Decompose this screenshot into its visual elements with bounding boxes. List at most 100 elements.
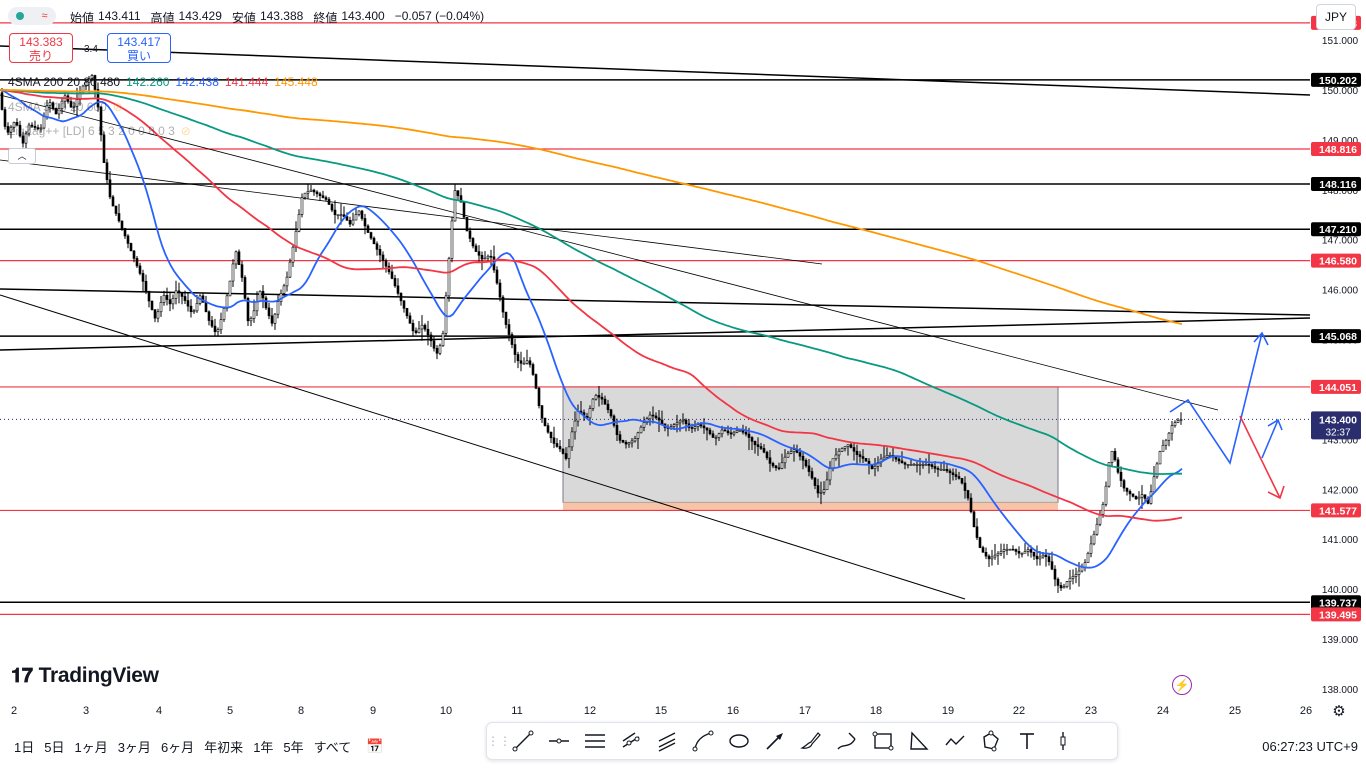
candle-body — [1140, 494, 1144, 498]
range-5d[interactable]: 5日 — [44, 739, 65, 755]
candle — [777, 462, 781, 471]
candle-body — [933, 466, 937, 469]
triangle-icon[interactable] — [901, 727, 937, 755]
time-tick: 11 — [511, 705, 522, 717]
indicator-legend-hidden-sma[interactable]: 4SMA 5 10 20 600 ⊘ — [8, 100, 123, 114]
price-level-label: 148.116 — [1311, 176, 1361, 191]
currency-button[interactable]: JPY — [1316, 4, 1356, 30]
candle-body — [564, 453, 568, 459]
candle-body — [630, 440, 634, 444]
candle — [546, 422, 550, 434]
candle-body — [507, 324, 511, 335]
candle-body — [456, 190, 460, 196]
candle — [600, 392, 604, 405]
drag-handle-icon[interactable]: ⋮⋮ — [487, 734, 511, 748]
candle-body — [210, 320, 214, 327]
candle-body — [960, 478, 964, 484]
candle-body — [165, 295, 169, 300]
hidden-eye-icon[interactable]: ⊘ — [180, 124, 191, 138]
horizontal-line-icon[interactable] — [541, 727, 577, 755]
status-dot — [16, 12, 25, 20]
calendar-icon[interactable]: 📅 — [366, 737, 384, 754]
candle — [48, 98, 52, 113]
candle-body — [459, 195, 463, 203]
marker-icon[interactable] — [1045, 727, 1081, 755]
range-all[interactable]: すべて — [313, 739, 352, 755]
indicator-toggle-pill[interactable]: ≈ — [8, 7, 56, 25]
candle-body — [534, 374, 538, 389]
indicator-value-green: 142.260 — [126, 75, 170, 89]
range-6m[interactable]: 6ヶ月 — [160, 739, 195, 755]
fib-retracement-icon[interactable] — [649, 727, 685, 755]
candle — [975, 518, 979, 541]
indicator-legend-zigzag[interactable]: ZigZag++ [LD] 6 5 3 2 0 0 8 0 3 ⊘ — [8, 124, 191, 138]
candle — [189, 299, 193, 318]
candle-body — [252, 310, 256, 319]
candle-body — [0, 92, 4, 110]
hidden-eye-icon[interactable]: ⊘ — [112, 100, 123, 114]
candle-body — [798, 452, 802, 457]
candle-body — [918, 464, 922, 466]
candle-body — [705, 427, 709, 431]
range-1y[interactable]: 1年 — [253, 739, 274, 755]
candle — [843, 446, 847, 452]
price-level-label-text: 148.816 — [1319, 144, 1357, 156]
candle — [219, 312, 223, 334]
candle-body — [537, 387, 541, 406]
collapse-legend-button[interactable]: ︿ — [8, 148, 36, 164]
buy-button[interactable]: 143.417 買い — [107, 33, 171, 63]
candle — [18, 120, 22, 138]
highlighter-icon[interactable] — [829, 727, 865, 755]
candle — [903, 461, 907, 470]
brush-icon[interactable] — [793, 727, 829, 755]
gear-icon[interactable]: ⚙ — [1332, 703, 1346, 720]
trend-line-icon[interactable] — [505, 727, 541, 755]
arrow-icon[interactable] — [757, 727, 793, 755]
candle — [816, 478, 820, 498]
candle — [1179, 412, 1183, 425]
lightning-icon[interactable]: ⚡ — [1172, 675, 1192, 695]
parallel-lines-icon[interactable] — [577, 727, 613, 755]
candle — [1098, 510, 1102, 527]
candle-body — [513, 344, 517, 355]
candle-body — [450, 220, 454, 259]
candle-body — [1092, 533, 1096, 545]
candle-body — [1104, 485, 1108, 505]
candle-body — [624, 441, 628, 445]
ellipse-icon[interactable] — [721, 727, 757, 755]
text-icon[interactable] — [1009, 727, 1045, 755]
price-level-label-text: 139.737 — [1319, 597, 1357, 609]
pattern-icon[interactable] — [973, 727, 1009, 755]
range-5y[interactable]: 5年 — [283, 739, 304, 755]
pitchfork-icon[interactable] — [613, 727, 649, 755]
range-1m[interactable]: 1ヶ月 — [74, 739, 108, 755]
candle-body — [471, 238, 475, 247]
price-tick: 142.000 — [1322, 485, 1359, 496]
candle — [444, 291, 448, 336]
range-3m[interactable]: 3ヶ月 — [117, 739, 151, 755]
candle-body — [1101, 503, 1105, 515]
candle-body — [15, 122, 19, 126]
candle-body — [648, 414, 652, 420]
indicator-legend-4sma[interactable]: 4SMA 200 20 80 480 142.260 142.438 141.4… — [8, 75, 318, 89]
candle — [234, 250, 238, 269]
candle — [732, 430, 736, 437]
curve-icon[interactable] — [685, 727, 721, 755]
candle-body — [978, 537, 982, 548]
candle-body — [516, 354, 520, 362]
candle — [180, 292, 184, 305]
rectangle-icon[interactable] — [865, 727, 901, 755]
candle — [684, 418, 688, 432]
clock[interactable]: 06:27:23 UTC+9 — [1262, 738, 1358, 754]
indicator-value-blue: 142.438 — [175, 75, 219, 89]
sell-button[interactable]: 143.383 売り — [9, 33, 73, 63]
candle — [177, 282, 181, 304]
range-1d[interactable]: 1日 — [14, 739, 35, 755]
candle — [357, 210, 361, 217]
path-icon[interactable] — [937, 727, 973, 755]
candle-body — [327, 199, 331, 205]
candle-body — [477, 251, 481, 256]
range-ytd[interactable]: 年初来 — [204, 739, 244, 755]
price-tick: 150.000 — [1322, 86, 1359, 97]
